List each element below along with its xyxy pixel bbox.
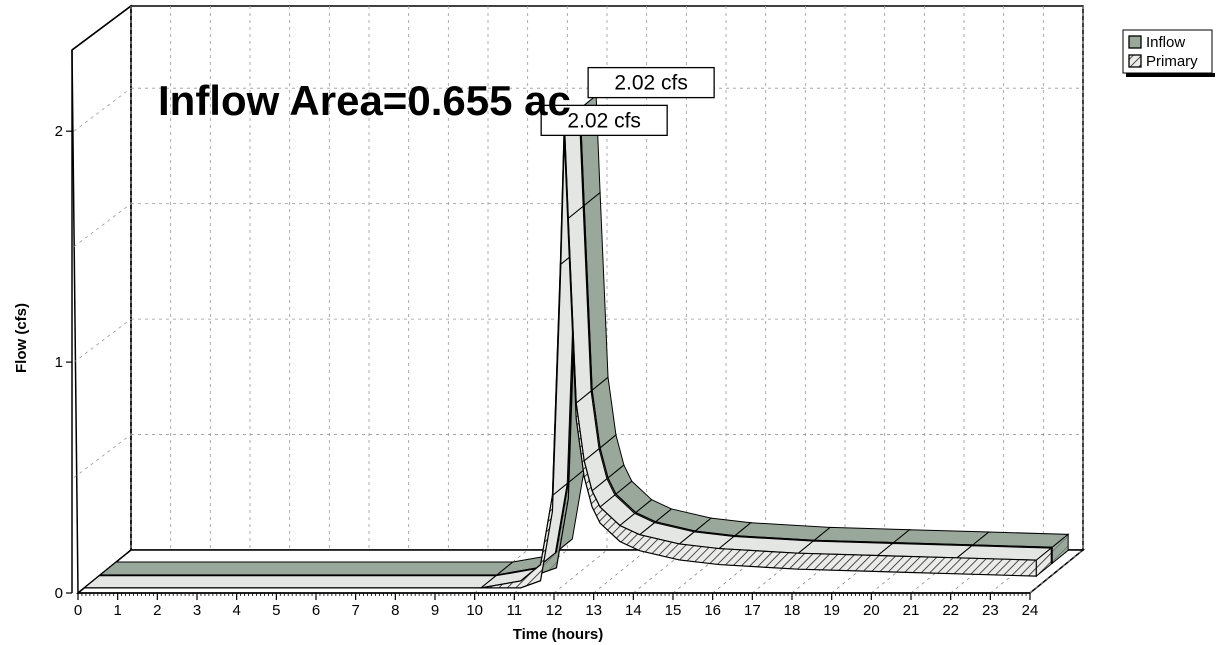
x-tick-label: 7 [351, 602, 359, 619]
x-tick-label: 3 [193, 602, 201, 619]
legend-box-shadow [1126, 73, 1215, 77]
grid-line-side [73, 318, 132, 363]
floor-line [553, 549, 608, 594]
legend-swatch-primary [1128, 54, 1142, 68]
x-tick-label: 11 [507, 602, 523, 619]
peak-callout-label: 2.02 cfs [614, 72, 688, 95]
x-tick-label: 18 [784, 602, 801, 619]
grid-line-side [73, 434, 132, 478]
x-tick-label: 13 [585, 602, 602, 619]
x-tick-label: 19 [823, 602, 840, 619]
chart-title: Inflow Area=0.655 ac [158, 77, 571, 124]
y-axis-title: Flow (cfs) [13, 303, 30, 373]
legend-label-inflow: Inflow [1146, 34, 1185, 51]
ribbon-surface-segment [98, 561, 515, 576]
x-tick-label: 21 [903, 602, 920, 619]
top-side-edge [71, 5, 132, 51]
x-axis-title: Time (hours) [513, 626, 604, 643]
ribbon-surface-segment [82, 575, 498, 589]
floor-line [474, 549, 528, 594]
x-tick-label: 16 [704, 602, 721, 619]
x-tick-label: 9 [431, 602, 439, 619]
ribbon-end-cap [1051, 533, 1069, 565]
peak-callout-box [587, 66, 715, 99]
legend-label-primary: Primary [1146, 53, 1198, 70]
side-wall [71, 4, 132, 595]
grid-line-side [73, 87, 132, 132]
x-tick-label: 14 [625, 602, 642, 619]
legend-swatch-inflow [1128, 35, 1142, 49]
y-tick-label: 0 [55, 585, 63, 602]
x-tick-label: 12 [546, 602, 563, 619]
x-tick-label: 5 [272, 602, 280, 619]
peak-callouts: 2.02 cfs 2.02 cfs [540, 66, 715, 137]
x-tick-label: 17 [744, 602, 761, 619]
y-tick-label: 2 [55, 123, 63, 140]
floor-line [593, 549, 647, 594]
x-tick-label: 22 [942, 602, 959, 619]
x-tick-label: 4 [232, 602, 240, 619]
peak-callout-box [540, 104, 668, 137]
axes: 0 1 2 3 4 5 6 7 8 9 10 11 12 13 14 15 16 17 18 19 20 21 22 23 24… [55, 123, 1039, 619]
x-tick-label: 15 [665, 602, 682, 619]
legend: Inflow Primary [1122, 29, 1215, 77]
ribbon-end-cap [1035, 547, 1052, 578]
x-tick-label: 0 [74, 602, 82, 619]
x-tick-label: 8 [391, 602, 399, 619]
floor-line [1029, 549, 1084, 594]
peak-callout-label: 2.02 cfs [567, 109, 641, 132]
series-layer [82, 94, 1070, 589]
series-primary [82, 108, 1053, 589]
x-tick-label: 2 [153, 602, 161, 619]
x-tick-label: 10 [466, 602, 483, 619]
x-tick-label: 23 [982, 602, 999, 619]
x-tick-label: 1 [113, 602, 121, 619]
x-tick-label: 24 [1022, 602, 1039, 619]
y-tick-label: 1 [55, 354, 63, 371]
x-tick-label: 6 [312, 602, 320, 619]
x-tick-label: 20 [863, 602, 880, 619]
grid-line-side [73, 203, 132, 247]
